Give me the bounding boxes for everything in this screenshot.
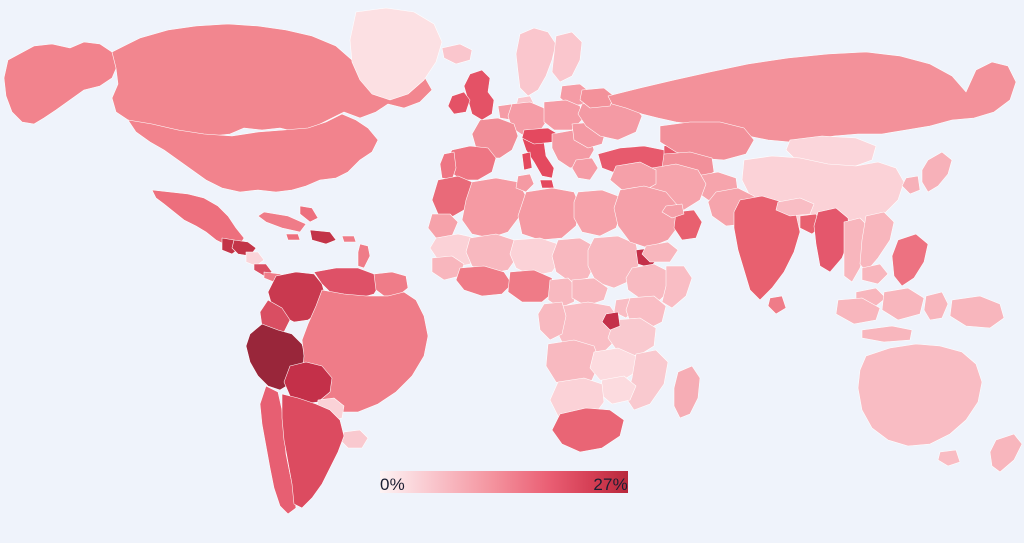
legend-gradient-bar (380, 471, 628, 493)
legend-labels: 0% 27% (380, 473, 628, 499)
country-saudi-arabia[interactable] (614, 186, 680, 248)
country-new-zealand[interactable] (990, 434, 1022, 472)
country-gabon-congo[interactable] (538, 302, 566, 340)
country-argentina[interactable] (282, 394, 344, 508)
country-iceland[interactable] (442, 44, 472, 64)
country-algeria[interactable] (462, 178, 526, 238)
country-madagascar[interactable] (674, 366, 700, 418)
legend: 0% 27% (380, 470, 628, 525)
country-uae-qatar[interactable] (662, 204, 684, 218)
country-somalia[interactable] (662, 266, 692, 308)
country-papua-new-guinea[interactable] (950, 296, 1004, 328)
country-ireland[interactable] (448, 92, 470, 114)
country-nicaragua[interactable] (246, 252, 264, 266)
country-car[interactable] (572, 278, 608, 306)
legend-max-label: 27% (593, 475, 628, 494)
country-nepal-bhutan[interactable] (776, 198, 814, 216)
country-tanzania[interactable] (608, 318, 656, 356)
country-chad[interactable] (552, 238, 596, 282)
country-kazakhstan[interactable] (660, 122, 754, 160)
country-united-states[interactable] (128, 114, 378, 192)
country-tasmania[interactable] (938, 450, 960, 466)
country-greenland[interactable] (350, 8, 442, 100)
country-nigeria[interactable] (508, 270, 554, 302)
country-indonesia-sumatra[interactable] (836, 298, 880, 324)
country-cameroon[interactable] (548, 278, 578, 308)
country-westafrica-coast[interactable] (456, 266, 512, 296)
country-haiti-dominican[interactable] (310, 230, 336, 244)
country-cambodia[interactable] (862, 264, 888, 284)
country-sardinia-corsica[interactable] (522, 152, 532, 170)
country-myanmar[interactable] (814, 208, 850, 272)
region-south-america (246, 268, 428, 514)
region-north-america (4, 8, 472, 284)
country-south-africa[interactable] (552, 408, 624, 452)
country-egypt[interactable] (574, 190, 622, 236)
country-ethiopia[interactable] (626, 264, 672, 300)
country-angola[interactable] (546, 340, 600, 388)
country-greece[interactable] (572, 158, 598, 180)
country-oman[interactable] (674, 210, 702, 240)
region-africa (428, 174, 700, 452)
country-mali[interactable] (466, 234, 518, 274)
country-norway-sweden[interactable] (516, 28, 556, 96)
country-alaska[interactable] (4, 42, 118, 124)
country-lesser-antilles[interactable] (358, 244, 370, 268)
country-indonesia-borneo[interactable] (882, 288, 924, 320)
country-jamaica[interactable] (286, 234, 300, 240)
country-indonesia-sulawesi[interactable] (924, 292, 948, 320)
country-puerto-rico[interactable] (342, 236, 356, 242)
country-yemen[interactable] (642, 242, 678, 262)
country-bolivia[interactable] (284, 362, 332, 404)
country-korea[interactable] (902, 176, 920, 194)
country-finland[interactable] (552, 32, 582, 82)
country-australia[interactable] (858, 344, 982, 446)
country-zambia[interactable] (590, 348, 636, 382)
country-philippines[interactable] (892, 234, 928, 286)
region-oceania (858, 344, 1022, 472)
country-sicily[interactable] (540, 180, 554, 188)
region-asia (608, 52, 1016, 342)
country-tunisia[interactable] (516, 174, 534, 192)
country-belarus[interactable] (580, 88, 614, 108)
country-venezuela[interactable] (314, 268, 380, 298)
country-rwanda-burundi[interactable] (602, 312, 620, 330)
country-niger[interactable] (510, 238, 562, 276)
country-cuba[interactable] (258, 212, 306, 232)
country-bahamas[interactable] (300, 206, 318, 222)
country-sudan[interactable] (588, 236, 640, 288)
country-libya[interactable] (518, 188, 580, 240)
country-sri-lanka[interactable] (768, 296, 786, 314)
country-brazil[interactable] (302, 290, 428, 412)
country-japan[interactable] (922, 152, 952, 192)
country-vietnam-laos[interactable] (860, 212, 894, 272)
country-indonesia-java[interactable] (862, 326, 912, 342)
legend-min-label: 0% (380, 475, 405, 494)
